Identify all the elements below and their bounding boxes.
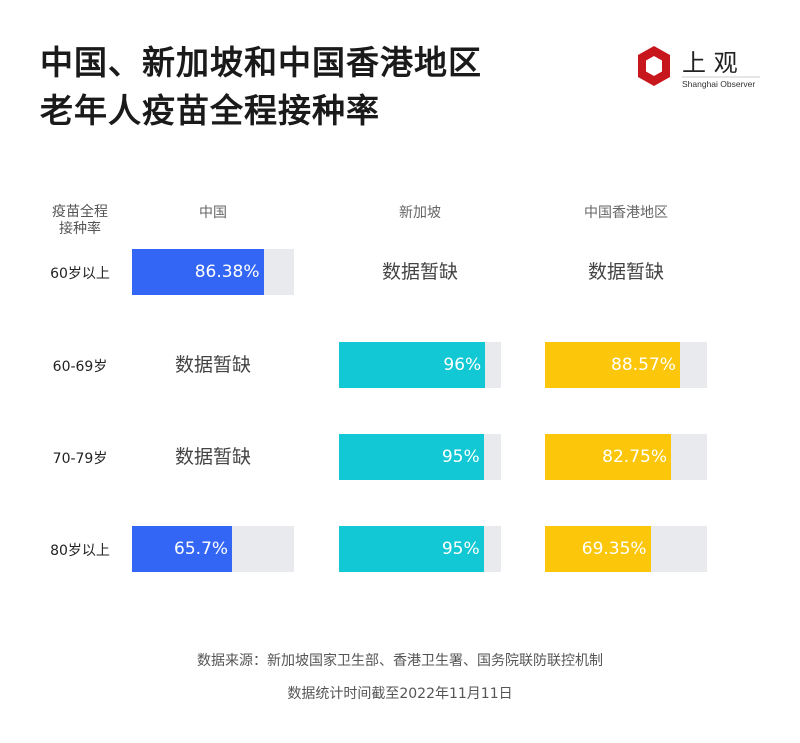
row-label: 60-69岁 (52, 359, 108, 375)
shanghai-observer-logo: 上 观 Shanghai Observer (638, 46, 760, 89)
bar: 95% (339, 526, 484, 572)
bar-value-label: 86.38% (194, 262, 260, 282)
row-header-line: 接种率 (59, 221, 101, 237)
bar-value-label: 69.35% (581, 539, 647, 559)
bar-value-label: 95% (441, 539, 480, 559)
bar-track: 95% (339, 434, 501, 480)
no-data-label: 数据暂缺 (174, 354, 251, 376)
bar-track: 69.35% (545, 526, 707, 572)
bar: 86.38% (132, 249, 264, 295)
bar-track: 65.7% (132, 526, 294, 572)
bar-track: 88.57% (545, 342, 707, 388)
bar-value-label: 88.57% (611, 355, 676, 375)
title-line-1: 中国、新加坡和中国香港地区 (40, 43, 482, 82)
bar-track: 95% (339, 526, 501, 572)
source-note: 数据来源：新加坡国家卫生部、香港卫生署、国务院联防联控机制 (197, 653, 603, 669)
bar: 96% (339, 342, 486, 388)
title-line-2: 老年人疫苗全程接种率 (40, 91, 380, 130)
bar: 69.35% (545, 526, 651, 572)
column-header: 中国 (199, 205, 227, 221)
no-data-label: 数据暂缺 (174, 446, 251, 468)
bar-track: 82.75% (545, 434, 707, 480)
row-header: 疫苗全程 接种率 (30, 204, 130, 238)
bar-value-label: 96% (443, 355, 482, 375)
bar: 95% (339, 434, 484, 480)
no-data-label: 数据暂缺 (587, 261, 664, 283)
svg-text:Shanghai Observer: Shanghai Observer (682, 79, 755, 89)
row-label: 70-79岁 (52, 451, 108, 467)
bar-value-label: 82.75% (602, 447, 667, 467)
bar: 65.7% (132, 526, 233, 572)
column-header: 中国香港地区 (584, 205, 668, 221)
no-data-label: 数据暂缺 (381, 261, 458, 283)
column-header: 新加坡 (399, 205, 441, 221)
bar: 88.57% (545, 342, 680, 388)
row-label: 80岁以上 (50, 543, 110, 559)
bar-value-label: 95% (441, 447, 480, 467)
bar-value-label: 65.7% (174, 539, 229, 559)
bar: 82.75% (545, 434, 671, 480)
bar-track: 86.38% (132, 249, 294, 295)
row-header-line: 疫苗全程 (52, 204, 108, 220)
svg-text:上 观: 上 观 (682, 49, 738, 77)
bar-track: 96% (339, 342, 501, 388)
date-note: 数据统计时间截至2022年11月11日 (287, 686, 513, 702)
row-label: 60岁以上 (50, 266, 110, 282)
